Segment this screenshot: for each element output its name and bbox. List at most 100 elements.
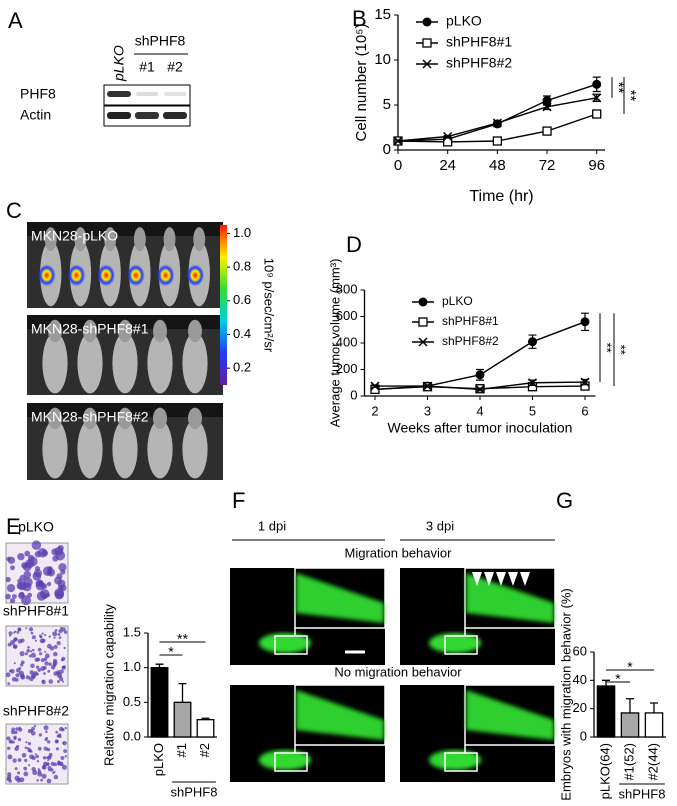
x-tick-label: #1 <box>174 743 189 757</box>
image-label: shPHF8#1 <box>3 603 69 619</box>
cell <box>8 631 13 636</box>
y-tick-label: 5 <box>383 96 391 113</box>
zoom-box <box>274 752 308 772</box>
row-label: PHF8 <box>20 86 56 102</box>
inset-fish <box>466 573 554 623</box>
cell <box>41 632 44 635</box>
inset-fish <box>296 573 384 623</box>
significance-label: * <box>615 671 621 687</box>
marker <box>422 381 433 391</box>
cell <box>7 754 13 760</box>
cell <box>44 633 47 637</box>
cell <box>60 658 64 662</box>
zoom-box <box>274 635 308 655</box>
x-tick-label: 5 <box>529 403 536 418</box>
legend-marker <box>418 337 428 347</box>
cell <box>54 739 59 744</box>
cell <box>11 676 17 682</box>
cell <box>17 627 22 632</box>
y-axis-label: Cell number (10⁵) <box>353 24 370 142</box>
legend-label: shPHF8#2 <box>446 55 512 71</box>
x-tick-label: pLKO(64) <box>597 743 612 799</box>
cell <box>48 662 52 666</box>
cell <box>21 595 32 606</box>
cell <box>39 652 43 656</box>
cell <box>53 651 58 657</box>
cell <box>21 752 27 758</box>
x-tick-label: pLKO <box>151 743 166 776</box>
cell <box>9 640 15 646</box>
cell <box>46 778 52 784</box>
cell <box>44 738 48 742</box>
fish <box>429 750 481 770</box>
cell <box>53 770 56 774</box>
cell <box>31 648 35 652</box>
cell <box>64 755 67 758</box>
mouse <box>182 419 208 479</box>
panel-label: F <box>232 488 245 513</box>
colorbar-tick-label: 0.6 <box>233 292 251 307</box>
cell <box>9 598 16 604</box>
marker <box>592 79 602 89</box>
marker <box>542 126 552 136</box>
cell <box>61 764 67 770</box>
signal <box>156 264 175 287</box>
cell <box>60 626 63 630</box>
cell <box>17 771 21 775</box>
cell <box>26 648 30 653</box>
bar <box>644 712 664 738</box>
marker <box>475 370 485 380</box>
cell <box>44 653 50 659</box>
band <box>107 91 131 97</box>
signal <box>126 264 145 287</box>
cell <box>31 635 36 640</box>
colorbar <box>220 225 227 385</box>
cell <box>30 730 36 736</box>
cell <box>46 740 51 744</box>
cell <box>14 767 18 771</box>
cell <box>12 644 17 649</box>
cell <box>41 679 46 685</box>
row-label: Actin <box>20 107 51 123</box>
cell <box>37 668 42 672</box>
cell <box>5 672 11 678</box>
cell <box>48 679 54 684</box>
mouse-head <box>44 227 57 252</box>
error-bar <box>650 702 658 713</box>
group-label: shPHF8 <box>135 33 186 49</box>
y-tick-label: 0 <box>580 728 587 743</box>
cell <box>19 650 25 657</box>
panel-label: G <box>556 488 573 513</box>
mouse-head <box>118 407 132 430</box>
y-tick-label: 0.5 <box>123 694 141 709</box>
zoom-box <box>444 635 478 655</box>
mouse-head <box>153 407 167 430</box>
cell <box>25 627 28 630</box>
y-tick-label: 10 <box>374 51 391 68</box>
cell <box>58 734 62 738</box>
legend-label: shPHF8#1 <box>442 314 499 328</box>
mouse-head <box>163 227 176 252</box>
cell <box>44 650 47 653</box>
cell <box>6 583 16 593</box>
cell <box>31 540 42 550</box>
mouse-head <box>133 227 146 252</box>
bar <box>150 667 169 738</box>
cell <box>53 644 58 650</box>
signal <box>186 264 205 287</box>
cell <box>20 674 26 680</box>
fish <box>259 750 311 770</box>
x-tick-label: 2 <box>371 403 378 418</box>
arrowhead <box>496 572 506 586</box>
cell <box>37 746 42 751</box>
cell <box>20 638 25 643</box>
bar <box>196 719 215 738</box>
cell <box>56 641 61 646</box>
cell <box>40 778 44 782</box>
significance-label: * <box>627 659 633 675</box>
mouse-head <box>104 227 117 252</box>
cell <box>13 736 17 740</box>
cell <box>16 777 22 783</box>
panel-label: A <box>8 8 23 33</box>
